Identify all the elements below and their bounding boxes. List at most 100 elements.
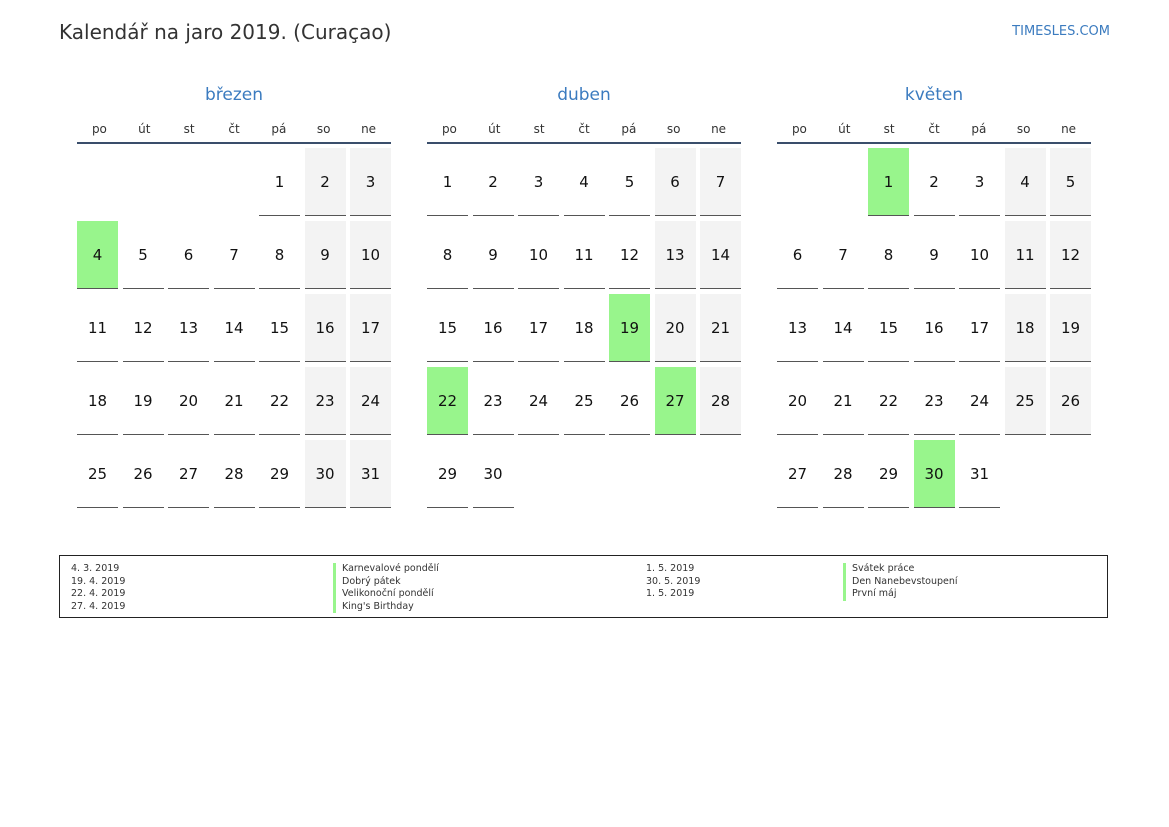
weekday-header: po út st čt pá so ne (427, 120, 741, 144)
day-cell: 28 (700, 367, 741, 435)
day-cell: 16 (913, 294, 955, 362)
day-cell: 20 (654, 294, 696, 362)
day-cell: 22 (259, 367, 300, 435)
day-cell: 10 (959, 221, 1000, 289)
day-cell: 1 (427, 148, 468, 216)
empty-cell (777, 148, 818, 216)
day-cell: 4 (563, 148, 605, 216)
day-cell: 3 (959, 148, 1000, 216)
day-cell: 6 (168, 221, 209, 289)
day-cell: 19 (122, 367, 164, 435)
day-cell: 23 (304, 367, 346, 435)
legend-holiday-name: První máj (843, 588, 897, 601)
day-grid: 1 2 3 4 5 6 7 8 9 10 11 12 13 14 15 16 17 18 19 20 21 22 23 24 2… (777, 148, 1091, 508)
day-cell: 5 (122, 221, 164, 289)
day-cell: 24 (350, 367, 391, 435)
weekday-label: so (1016, 122, 1031, 136)
holiday-day-cell: 30 (913, 440, 955, 508)
legend-holiday-name: Svátek práce (843, 563, 914, 576)
holiday-day-cell: 19 (609, 294, 650, 362)
day-cell: 12 (1050, 221, 1091, 289)
empty-cell (823, 148, 864, 216)
day-cell: 10 (518, 221, 559, 289)
legend-date: 22. 4. 2019 (71, 588, 126, 599)
day-cell: 9 (304, 221, 346, 289)
day-cell: 13 (777, 294, 818, 362)
day-cell: 7 (822, 221, 864, 289)
day-cell: 1 (259, 148, 300, 216)
day-cell: 31 (350, 440, 391, 508)
day-cell: 26 (609, 367, 650, 435)
weekday-label: út (838, 122, 851, 136)
day-cell: 11 (1004, 221, 1046, 289)
day-cell: 9 (472, 221, 514, 289)
weekday-header: po út st čt pá so ne (77, 120, 391, 144)
day-cell: 6 (777, 221, 818, 289)
day-cell: 24 (959, 367, 1000, 435)
day-cell: 18 (563, 294, 605, 362)
legend-date: 1. 5. 2019 (646, 563, 695, 574)
day-cell: 21 (700, 294, 741, 362)
day-cell: 23 (913, 367, 955, 435)
weekday-label: út (138, 122, 151, 136)
day-grid: 1 2 3 4 5 6 7 8 9 10 11 12 13 14 15 16 17 18 19 20 21 22 23 24 2… (427, 148, 741, 508)
legend-date: 30. 5. 2019 (646, 575, 701, 587)
day-cell: 18 (1004, 294, 1046, 362)
day-cell: 14 (822, 294, 864, 362)
day-cell: 28 (213, 440, 255, 508)
day-cell: 21 (822, 367, 864, 435)
empty-cell (123, 148, 164, 216)
weekday-label: po (441, 122, 457, 136)
brand-link[interactable]: TIMESLES.COM (1012, 24, 1110, 39)
day-cell: 8 (427, 221, 468, 289)
legend-holiday-name: King's Birthday (333, 600, 414, 613)
holiday-day-cell: 4 (77, 221, 118, 289)
day-cell: 17 (350, 294, 391, 362)
day-cell: 13 (168, 294, 209, 362)
month-calendar: květen po út st čt pá so ne 1 2 3 4 5 6 7 8 9 10 11 12 13 14 1… (777, 84, 1091, 508)
holiday-day-cell: 1 (868, 148, 909, 216)
weekday-label: čt (578, 122, 590, 136)
weekday-label: so (316, 122, 331, 136)
weekday-label: st (533, 122, 545, 136)
day-cell: 18 (77, 367, 118, 435)
day-cell: 3 (518, 148, 559, 216)
day-cell: 22 (868, 367, 909, 435)
day-cell: 28 (822, 440, 864, 508)
weekday-label: ne (361, 122, 377, 136)
day-cell: 20 (777, 367, 818, 435)
day-cell: 11 (77, 294, 118, 362)
month-calendar: duben po út st čt pá so ne 1 2 3 4 5 6 7 8 9 10 11 12 13 14 15… (427, 84, 741, 508)
legend-holiday-name: Dobrý pátek (333, 575, 401, 588)
day-cell: 26 (122, 440, 164, 508)
legend-date: 4. 3. 2019 (71, 563, 120, 574)
empty-cell (77, 148, 118, 216)
day-cell: 10 (350, 221, 391, 289)
weekday-label: st (183, 122, 195, 136)
day-cell: 27 (777, 440, 818, 508)
day-cell: 25 (77, 440, 118, 508)
legend-holiday-name: Den Nanebevstoupení (843, 575, 958, 588)
day-cell: 25 (563, 367, 605, 435)
day-cell: 12 (609, 221, 650, 289)
day-cell: 20 (168, 367, 209, 435)
weekday-label: ne (1061, 122, 1077, 136)
legend-holiday-name: Velikonoční pondělí (333, 588, 434, 601)
legend-date: 27. 4. 2019 (71, 600, 126, 612)
day-cell: 5 (609, 148, 650, 216)
day-cell: 7 (700, 148, 741, 216)
day-cell: 16 (304, 294, 346, 362)
weekday-label: pá (621, 122, 637, 136)
day-cell: 6 (654, 148, 696, 216)
holiday-day-cell: 27 (654, 367, 696, 435)
day-cell: 26 (1050, 367, 1091, 435)
day-cell: 21 (213, 367, 255, 435)
day-cell: 17 (959, 294, 1000, 362)
day-cell: 2 (913, 148, 955, 216)
empty-cell (168, 148, 209, 216)
month-calendar: březen po út st čt pá so ne 1 2 3 4 5 6 7 8 9 10 11 12 13 14 1… (77, 84, 391, 508)
day-cell: 11 (563, 221, 605, 289)
month-name: březen (204, 85, 264, 105)
day-cell: 29 (259, 440, 300, 508)
legend-date: 1. 5. 2019 (646, 588, 695, 599)
